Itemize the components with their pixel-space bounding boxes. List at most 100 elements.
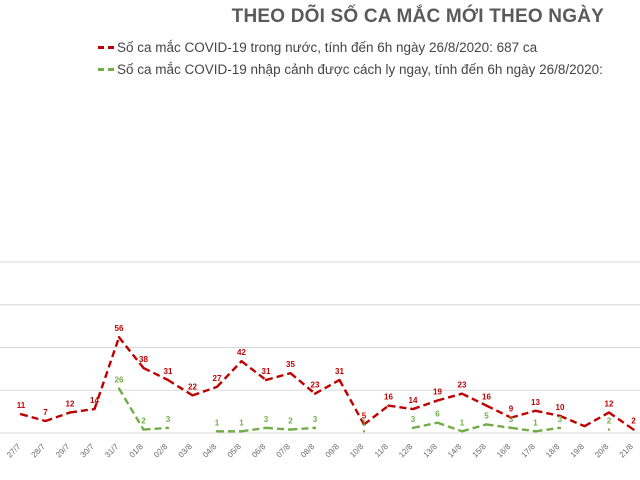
- data-point: [117, 336, 121, 339]
- x-tick-label: 08/8: [299, 442, 317, 460]
- data-point: [166, 378, 170, 382]
- data-label: 3: [166, 415, 171, 424]
- data-point: [607, 428, 611, 431]
- data-point: [460, 392, 464, 395]
- series-line-segment: [461, 423, 487, 433]
- x-tick-label: 31/7: [103, 442, 121, 460]
- series-line-segment: [412, 421, 438, 430]
- data-label: 1: [239, 418, 244, 427]
- data-point: [19, 412, 23, 416]
- data-label: 19: [433, 388, 442, 397]
- x-tick-label: 30/7: [79, 442, 97, 460]
- series-line-segment: [20, 413, 46, 423]
- x-tick-label: 04/8: [201, 442, 219, 460]
- data-label: 26: [115, 376, 124, 385]
- data-label: 35: [286, 360, 295, 369]
- data-label: 3: [313, 415, 318, 424]
- series-line-segment: [338, 379, 366, 426]
- data-point: [362, 423, 366, 426]
- data-point: [485, 404, 488, 407]
- series-line-segment: [142, 366, 169, 382]
- data-point: [166, 426, 170, 430]
- data-label: 2: [141, 417, 146, 426]
- data-label: 38: [139, 355, 148, 364]
- series-line-segment: [240, 360, 267, 381]
- series-line-segment: [486, 423, 512, 430]
- data-point: [632, 428, 635, 431]
- series-line-segment: [167, 378, 194, 397]
- series-line-segment: [437, 421, 463, 433]
- x-tick-label: 17/8: [520, 442, 538, 460]
- series-line-segment: [461, 392, 488, 407]
- series-line-segment: [535, 409, 561, 418]
- series-line-segment: [510, 426, 536, 433]
- data-point: [558, 426, 562, 430]
- series-line-segment: [510, 409, 536, 419]
- data-label: 10: [556, 403, 565, 412]
- x-tick-label: 15/8: [471, 442, 489, 460]
- data-label: 3: [558, 415, 563, 424]
- legend-swatch-domestic: [98, 45, 114, 49]
- data-point: [436, 421, 439, 424]
- data-label: 1: [460, 418, 465, 427]
- data-label: 14: [90, 396, 99, 405]
- data-label: 22: [188, 382, 197, 391]
- series-line-segment: [93, 336, 121, 410]
- series-line-segment: [485, 404, 512, 419]
- series-line-segment: [363, 404, 390, 426]
- series-line-segment: [118, 336, 145, 369]
- data-point: [117, 387, 121, 390]
- x-tick-label: 13/8: [422, 442, 440, 460]
- data-label: 23: [311, 381, 320, 390]
- data-point: [436, 399, 439, 402]
- series-line-segment: [437, 392, 463, 402]
- series-line-segment: [143, 426, 169, 431]
- data-label: 5: [484, 411, 489, 420]
- data-point: [313, 392, 317, 395]
- data-label: 1: [215, 418, 220, 427]
- data-label: 5: [362, 411, 367, 420]
- data-label: 16: [384, 393, 393, 402]
- data-label: 12: [66, 399, 75, 408]
- series-line-segment: [192, 385, 218, 397]
- chart-legend: Số ca mắc COVID-19 trong nước, tính đến …: [98, 36, 638, 80]
- data-point: [93, 407, 96, 411]
- data-label: 3: [264, 415, 269, 424]
- data-point: [534, 409, 537, 412]
- series-line-segment: [535, 426, 561, 433]
- legend-label-domestic: Số ca mắc COVID-19 trong nước, tính đến …: [117, 39, 538, 55]
- data-point: [215, 430, 219, 433]
- data-point: [338, 378, 341, 382]
- x-tick-label: 09/8: [324, 442, 342, 460]
- x-tick-label: 21/8: [618, 442, 636, 460]
- data-label: 31: [164, 367, 173, 376]
- data-point: [142, 428, 145, 431]
- series-line-segment: [117, 387, 145, 431]
- data-label: 3: [411, 415, 416, 424]
- series-line-segment: [265, 371, 291, 382]
- data-label: 1: [533, 418, 538, 427]
- series-line-segment: [608, 411, 635, 431]
- data-label: 42: [237, 348, 246, 357]
- data-point: [534, 430, 537, 433]
- x-tick-label: 02/8: [152, 442, 170, 460]
- x-tick-label: 03/8: [177, 442, 195, 460]
- data-point: [387, 404, 390, 407]
- legend-swatch-imported: [98, 67, 114, 71]
- x-tick-label: 19/8: [569, 442, 587, 460]
- data-label: 14: [409, 396, 418, 405]
- x-tick-label: 10/8: [348, 442, 366, 460]
- legend-label-imported: Số ca mắc COVID-19 nhập cảnh được cách l…: [117, 61, 603, 77]
- data-point: [240, 430, 243, 433]
- data-label: 31: [262, 367, 271, 376]
- data-point: [411, 407, 415, 411]
- data-point: [289, 371, 292, 375]
- series-line-segment: [289, 372, 316, 395]
- x-tick-label: 20/8: [593, 442, 611, 460]
- data-point: [289, 428, 292, 431]
- x-tick-label: 28/7: [30, 442, 48, 460]
- data-label: 56: [115, 324, 124, 333]
- data-label: 31: [335, 367, 344, 376]
- data-label: 6: [435, 410, 440, 419]
